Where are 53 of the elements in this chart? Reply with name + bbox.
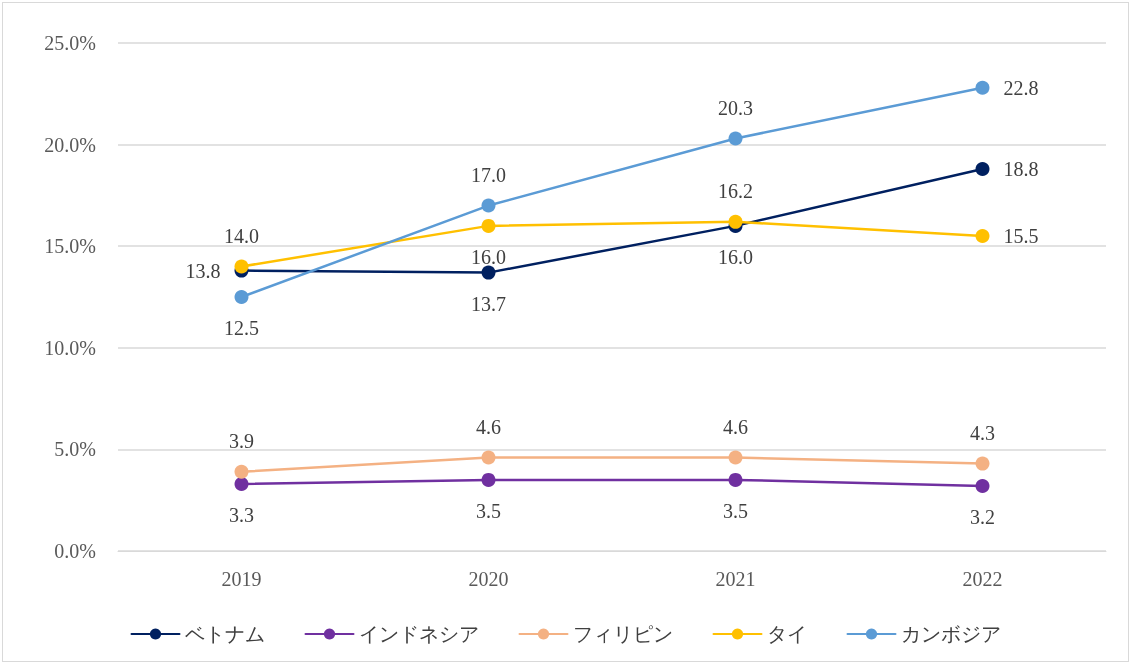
data-label: 16.0	[718, 245, 753, 268]
data-label: 20.3	[718, 96, 753, 119]
legend-label: インドネシア	[358, 623, 479, 645]
y-tick-label: 5.0%	[54, 438, 96, 461]
data-label: 13.8	[185, 259, 221, 282]
legend-label: タイ	[766, 623, 807, 645]
data-label: 3.2	[970, 505, 995, 528]
data-label: 4.3	[970, 421, 995, 444]
data-label: 3.5	[476, 499, 501, 522]
legend-label: ベトナム	[184, 623, 265, 645]
point	[481, 218, 496, 233]
data-label: 4.6	[723, 415, 748, 438]
data-label: 18.8	[1003, 157, 1039, 180]
data-label: 13.7	[471, 292, 506, 315]
data-label: 12.5	[224, 317, 259, 339]
data-label: 22.8	[1003, 76, 1039, 99]
data-label: 3.5	[723, 499, 748, 522]
point	[728, 472, 743, 487]
legend-label: フィリピン	[572, 623, 673, 645]
data-label: 14.0	[224, 224, 259, 247]
point	[234, 464, 249, 479]
point	[975, 161, 990, 176]
point	[975, 456, 990, 471]
data-label: 4.6	[476, 415, 501, 438]
point	[481, 472, 496, 487]
data-label: 17.0	[471, 163, 506, 186]
point	[234, 259, 249, 274]
point	[975, 478, 990, 493]
y-tick-label: 25.0%	[44, 32, 96, 54]
point	[728, 214, 743, 229]
point	[975, 80, 990, 95]
point	[975, 229, 990, 244]
y-tick-label: 20.0%	[44, 133, 96, 156]
x-tick-label: 2022	[962, 568, 1003, 590]
point	[234, 290, 249, 304]
x-tick-label: 2019	[221, 568, 262, 590]
y-tick-label: 0.0%	[54, 540, 96, 562]
data-label: 3.3	[229, 503, 254, 526]
legend-label: カンボジア	[900, 623, 1001, 645]
point	[481, 265, 496, 280]
point	[728, 450, 743, 465]
y-tick-label: 15.0%	[44, 235, 96, 258]
data-label: 3.9	[229, 429, 254, 452]
data-label: 16.2	[718, 179, 753, 202]
x-tick-label: 2020	[468, 568, 509, 590]
y-tick-label: 10.0%	[44, 336, 96, 359]
data-label: 16.0	[471, 245, 506, 268]
data-label: 15.5	[1003, 225, 1039, 248]
x-tick-label: 2021	[715, 568, 756, 590]
point	[728, 131, 743, 146]
point	[234, 476, 249, 491]
point	[481, 198, 496, 213]
point	[481, 450, 496, 465]
